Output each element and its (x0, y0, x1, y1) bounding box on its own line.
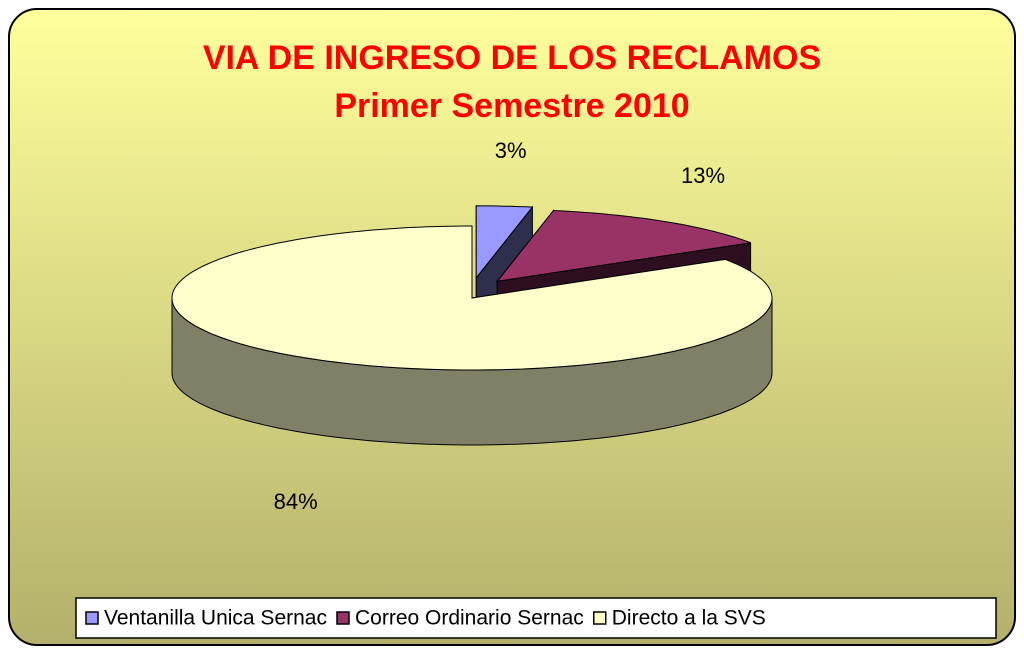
pie (171, 205, 773, 446)
legend-swatch (593, 611, 607, 625)
legend-label: Ventanilla Unica Sernac (104, 607, 327, 630)
chart-subtitle: Primer Semestre 2010 (334, 87, 689, 125)
legend-swatch (85, 611, 99, 625)
legend-label: Directo a la SVS (612, 607, 766, 630)
data-label: 13% (681, 163, 725, 188)
legend-swatch (336, 611, 350, 625)
chart-title: VIA DE INGRESO DE LOS RECLAMOS (203, 39, 821, 77)
legend-label: Correo Ordinario Sernac (355, 607, 584, 630)
slice (475, 205, 534, 280)
slice (171, 225, 773, 371)
data-label: 3% (495, 138, 527, 163)
legend-box (75, 597, 997, 639)
slice (496, 209, 751, 282)
data-label: 84% (274, 489, 318, 514)
